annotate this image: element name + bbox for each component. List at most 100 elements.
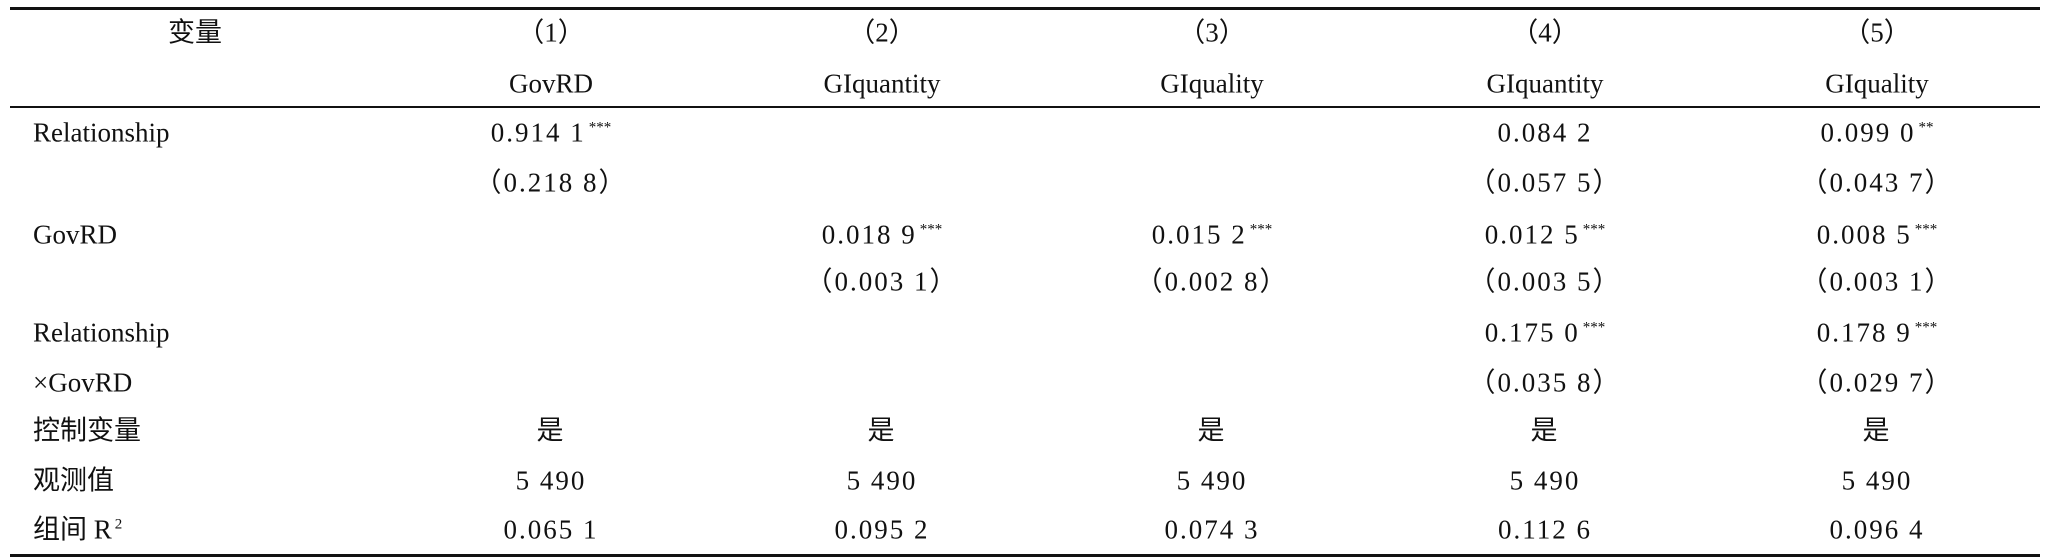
significance-stars: *** [1914, 319, 1938, 336]
column-number: （1） [517, 17, 585, 48]
significance-stars: *** [1249, 221, 1273, 238]
cell: 0.018 9 *** [821, 219, 943, 250]
significance-stars: *** [1582, 319, 1606, 336]
cell: 0.065 1 [503, 514, 599, 545]
cell: 0.112 6 [1498, 514, 1592, 545]
cell: 0.175 0 *** [1484, 317, 1606, 348]
top-rule [10, 7, 2040, 10]
cell: （0.002 8） [1135, 266, 1289, 297]
cell: 0.096 4 [1829, 514, 1925, 545]
row-label-sup: 2 [114, 516, 123, 533]
cell: 是 [1862, 415, 1892, 446]
cell: 是 [536, 415, 566, 446]
cell-value: 5 490 [1841, 465, 1913, 496]
cell-value: 0.018 9 [821, 219, 917, 250]
cell: 0.099 0 ** [1820, 117, 1934, 148]
cell: 0.008 5 *** [1816, 219, 1938, 250]
cell: 0.074 3 [1164, 514, 1260, 545]
cell: （0.003 1） [1801, 268, 1954, 296]
column-number: （2） [848, 17, 916, 48]
cell: （0.057 5） [1468, 167, 1622, 198]
cell: （0.035 8） [1468, 367, 1622, 398]
cell-value: 5 490 [515, 465, 587, 496]
column-number: （5） [1843, 17, 1911, 48]
row-label-text: Relationship [33, 117, 170, 148]
cell-value: （0.218 8） [474, 167, 628, 198]
cell-value: 是 [536, 415, 566, 446]
cell: 5 490 [1841, 465, 1913, 496]
cell: 0.914 1 *** [490, 117, 612, 148]
cell-value: （0.057 5） [1468, 167, 1622, 198]
cell: 0.178 9 *** [1816, 317, 1938, 348]
cell: 5 490 [515, 465, 587, 496]
cell-value: （0.029 7） [1800, 367, 1954, 398]
significance-stars: *** [588, 119, 612, 136]
column-number: （3） [1178, 17, 1246, 48]
column-variable: GIquantity [823, 68, 941, 99]
cell: 5 490 [1509, 465, 1581, 496]
cell-value: （0.043 7） [1800, 167, 1954, 198]
header-rule [10, 106, 2040, 108]
cell-value: 0.178 9 [1816, 317, 1912, 348]
cell: 0.012 5 *** [1484, 219, 1606, 250]
row-label: GovRD [33, 219, 118, 250]
cell-value: 0.065 1 [503, 514, 599, 545]
row-label: 观测值 [33, 465, 114, 496]
cell-value: 5 490 [1509, 465, 1581, 496]
significance-stars: ** [1918, 119, 1934, 136]
cell: 是 [1197, 415, 1227, 446]
column-variable: GIquality [1825, 68, 1929, 99]
cell-value: 0.012 5 [1484, 219, 1580, 250]
column-variable: GovRD [508, 68, 594, 99]
cell-value: 0.095 2 [834, 514, 930, 545]
cell-value: 0.096 4 [1829, 514, 1925, 545]
cell-value: （0.003 5） [1468, 266, 1622, 297]
cell-value: 是 [1530, 415, 1560, 446]
bottom-rule [10, 554, 2040, 557]
cell: 5 490 [1176, 465, 1248, 496]
cell-value: 0.112 6 [1498, 514, 1592, 545]
row-label-text: ×GovRD [33, 367, 133, 398]
cell-value: 是 [1197, 415, 1227, 446]
cell: 是 [867, 415, 897, 446]
cell: 0.015 2 *** [1151, 219, 1273, 250]
row-label: Relationship [33, 117, 170, 148]
column-number: （4） [1511, 17, 1579, 48]
cell: 是 [1530, 415, 1560, 446]
significance-stars: *** [1582, 221, 1606, 238]
row-label-text: 观测值 [33, 465, 114, 496]
column-variable: GIquantity [1486, 68, 1604, 99]
cell: 0.084 2 [1497, 117, 1593, 148]
significance-stars: *** [1914, 221, 1938, 238]
row-label: 控制变量 [33, 415, 141, 446]
column-variable: GIquality [1160, 68, 1264, 99]
cell-value: 0.074 3 [1164, 514, 1260, 545]
cell: （0.043 7） [1800, 167, 1954, 198]
cell-value: （0.003 1） [805, 266, 959, 297]
cell: 5 490 [847, 467, 918, 495]
cell-value: 0.175 0 [1484, 317, 1580, 348]
row-label-text: Relationship [33, 317, 170, 348]
cell: （0.029 7） [1800, 367, 1954, 398]
cell-value: 是 [1862, 415, 1892, 446]
row-label-text: 控制变量 [33, 415, 141, 446]
cell-value: 0.099 0 [1820, 117, 1916, 148]
header-label: 变量 [168, 17, 222, 48]
significance-stars: *** [919, 221, 943, 238]
cell: （0.003 5） [1468, 266, 1622, 297]
cell-value: 0.084 2 [1497, 117, 1593, 148]
row-label: Relationship [33, 317, 170, 348]
cell-value: （0.035 8） [1468, 367, 1622, 398]
cell: （0.218 8） [474, 167, 628, 198]
cell-value: （0.002 8） [1135, 266, 1289, 297]
cell-value: 是 [867, 415, 897, 446]
cell-value: 0.914 1 [490, 117, 586, 148]
cell-value: 5 490 [1176, 465, 1248, 496]
row-label-text: 组间 R [33, 514, 112, 545]
cell-value: 0.015 2 [1151, 219, 1247, 250]
cell-value: 0.008 5 [1816, 219, 1912, 250]
row-label-text: GovRD [33, 219, 118, 250]
row-label: ×GovRD [33, 367, 133, 398]
